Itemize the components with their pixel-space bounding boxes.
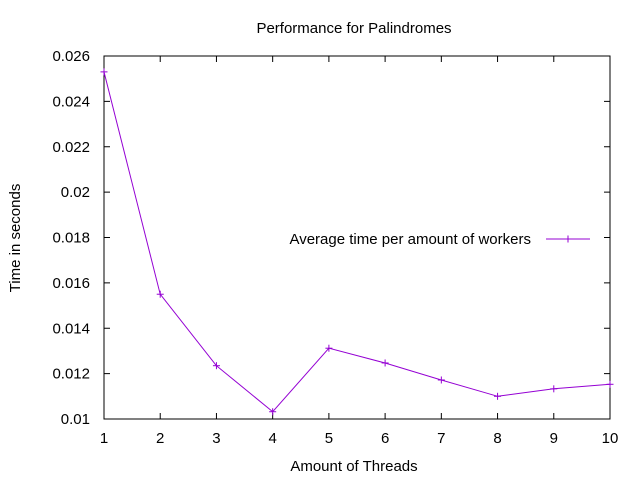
legend-label: Average time per amount of workers [289,231,531,248]
y-axis-label: Time in seconds [7,184,24,293]
x-axis-label: Amount of Threads [290,458,417,475]
x-tick-label: 8 [493,430,501,447]
y-tick-label: 0.016 [52,275,90,292]
x-tick-label: 9 [550,430,558,447]
y-tick-label: 0.012 [52,366,90,383]
x-tick-label: 4 [268,430,276,447]
data-point-marker [325,344,333,352]
data-point-marker [437,376,445,384]
data-point-marker [269,408,277,416]
data-point-marker [100,68,108,76]
series-layer [100,68,614,416]
data-point-marker [212,362,220,370]
data-point-marker [494,392,502,400]
x-tick-label: 5 [325,430,333,447]
y-tick-label: 0.018 [52,230,90,247]
x-tick-label: 7 [437,430,445,447]
chart-title: Performance for Palindromes [256,20,451,37]
x-tick-label: 10 [602,430,619,447]
axis-ticks: 1 2 3 4 5 6 7 8 9 10 0.01 0.012 0.014 0.016 0.018 0.02 0… [52,48,618,447]
data-point-marker [606,380,614,388]
legend-marker [564,235,572,243]
data-point-marker [550,385,558,393]
x-tick-label: 1 [100,430,108,447]
y-tick-label: 0.026 [52,48,90,65]
y-tick-label: 0.022 [52,139,90,156]
data-point-marker [156,290,164,298]
x-tick-label: 6 [381,430,389,447]
data-point-marker [381,359,389,367]
x-tick-label: 3 [212,430,220,447]
y-tick-label: 0.024 [52,93,90,110]
y-tick-label: 0.02 [61,184,90,201]
x-tick-label: 2 [156,430,164,447]
series-line [103,71,611,413]
legend: Average time per amount of workers [289,231,590,248]
y-tick-label: 0.014 [52,320,90,337]
y-tick-label: 0.01 [61,411,90,428]
